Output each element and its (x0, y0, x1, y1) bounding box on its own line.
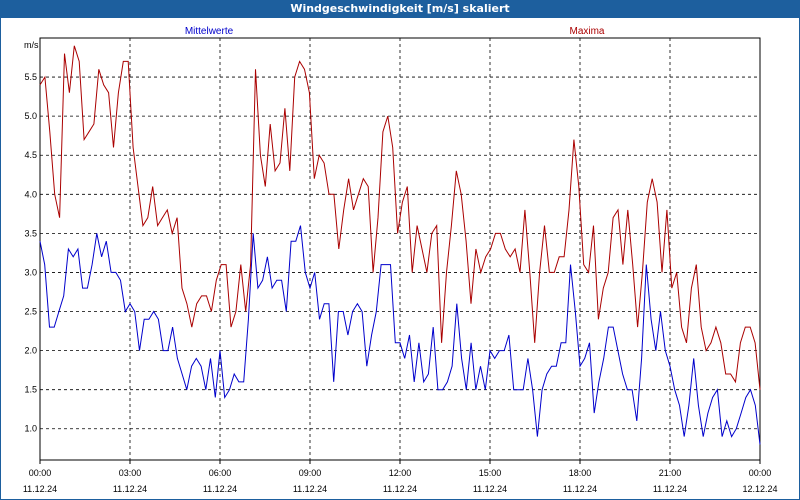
x-tick-time: 21:00 (659, 468, 682, 478)
series-line-maxima (39, 45, 761, 390)
x-tick-date: 11.12.24 (383, 484, 417, 494)
y-tick-label: 5.5 (24, 72, 37, 82)
series-line-mittelwerte (39, 225, 761, 445)
label-layer: 1.0 1.5 2.0 2.5 3.0 3.5 4.0 4.5 5.0 5.5 00:00 11.12… (23, 72, 778, 494)
y-tick-label: 3.5 (24, 228, 37, 238)
y-tick-label: 4.0 (24, 189, 37, 199)
x-tick-date: 11.12.24 (563, 484, 597, 494)
x-tick-time: 00:00 (749, 468, 772, 478)
y-tick-label: 3.0 (24, 267, 37, 277)
y-axis-unit: m/s (24, 40, 39, 50)
y-tick-label: 5.0 (24, 111, 37, 121)
x-tick-time: 12:00 (389, 468, 412, 478)
x-tick-time: 06:00 (209, 468, 232, 478)
x-tick-time: 15:00 (479, 468, 502, 478)
x-tick-date: 11.12.24 (113, 484, 147, 494)
x-tick-date: 12.12.24 (742, 484, 777, 494)
x-tick-date: 11.12.24 (203, 484, 237, 494)
chart-title: Windgeschwindigkeit [m/s] skaliert (0, 0, 800, 18)
y-tick-label: 1.0 (24, 424, 37, 434)
y-tick-label: 4.5 (24, 150, 37, 160)
series-layer (39, 45, 761, 445)
x-tick-time: 18:00 (569, 468, 592, 478)
x-tick-time: 00:00 (29, 468, 52, 478)
x-tick-date: 11.12.24 (653, 484, 687, 494)
x-tick-time: 03:00 (119, 468, 142, 478)
grid-layer (39, 37, 761, 464)
x-tick-date: 11.12.24 (23, 484, 57, 494)
legend-maxima: Maxima (569, 26, 604, 37)
y-tick-label: 2.5 (24, 307, 37, 317)
y-tick-label: 2.0 (24, 346, 37, 356)
x-tick-date: 11.12.24 (293, 484, 327, 494)
legend-mittelwerte: Mittelwerte (185, 26, 234, 37)
x-tick-time: 09:00 (299, 468, 322, 478)
y-tick-label: 1.5 (24, 385, 37, 395)
x-tick-date: 11.12.24 (473, 484, 507, 494)
